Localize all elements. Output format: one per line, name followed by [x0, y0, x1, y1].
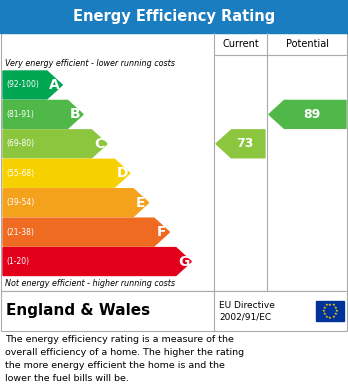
Text: (55-68): (55-68) — [6, 169, 34, 178]
Text: ★: ★ — [328, 316, 332, 319]
Text: ★: ★ — [334, 306, 338, 310]
Polygon shape — [216, 130, 265, 158]
Text: ★: ★ — [325, 303, 329, 307]
Polygon shape — [3, 189, 149, 217]
Text: (39-54): (39-54) — [6, 198, 34, 207]
Text: EU Directive: EU Directive — [219, 301, 275, 310]
Text: E: E — [136, 196, 146, 210]
Text: D: D — [117, 166, 128, 180]
Text: 2002/91/EC: 2002/91/EC — [219, 312, 271, 321]
Text: Current: Current — [222, 39, 259, 49]
Bar — [316, 301, 344, 321]
Text: Energy Efficiency Rating: Energy Efficiency Rating — [73, 9, 275, 24]
Bar — [1, 291, 347, 331]
Polygon shape — [3, 71, 62, 99]
Text: ★: ★ — [331, 315, 335, 319]
Text: ★: ★ — [331, 303, 335, 307]
Text: ★: ★ — [322, 309, 325, 313]
Polygon shape — [3, 130, 107, 158]
Text: ★: ★ — [323, 312, 326, 316]
Text: (1-20): (1-20) — [6, 257, 29, 266]
Polygon shape — [3, 159, 130, 187]
Text: 89: 89 — [303, 108, 321, 121]
Text: A: A — [49, 78, 60, 92]
Text: G: G — [178, 255, 189, 269]
Bar — [1, 33, 347, 291]
Text: The energy efficiency rating is a measure of the
overall efficiency of a home. T: The energy efficiency rating is a measur… — [5, 335, 244, 382]
Text: England & Wales: England & Wales — [6, 303, 150, 319]
Text: ★: ★ — [334, 312, 338, 316]
Text: C: C — [94, 137, 104, 151]
Text: 73: 73 — [236, 137, 254, 150]
Text: ★: ★ — [335, 309, 338, 313]
Polygon shape — [3, 248, 191, 276]
Text: ★: ★ — [328, 303, 332, 307]
Text: (69-80): (69-80) — [6, 139, 34, 148]
Text: (92-100): (92-100) — [6, 81, 39, 90]
Text: Not energy efficient - higher running costs: Not energy efficient - higher running co… — [5, 280, 175, 289]
Polygon shape — [3, 218, 169, 246]
Text: ★: ★ — [325, 315, 329, 319]
Text: Potential: Potential — [286, 39, 329, 49]
Polygon shape — [3, 100, 83, 128]
Text: (81-91): (81-91) — [6, 110, 34, 119]
Text: F: F — [157, 225, 166, 239]
Bar — [0, 0, 348, 33]
Text: (21-38): (21-38) — [6, 228, 34, 237]
Text: Very energy efficient - lower running costs: Very energy efficient - lower running co… — [5, 59, 175, 68]
Text: ★: ★ — [323, 306, 326, 310]
Polygon shape — [269, 100, 346, 128]
Text: B: B — [70, 108, 81, 121]
